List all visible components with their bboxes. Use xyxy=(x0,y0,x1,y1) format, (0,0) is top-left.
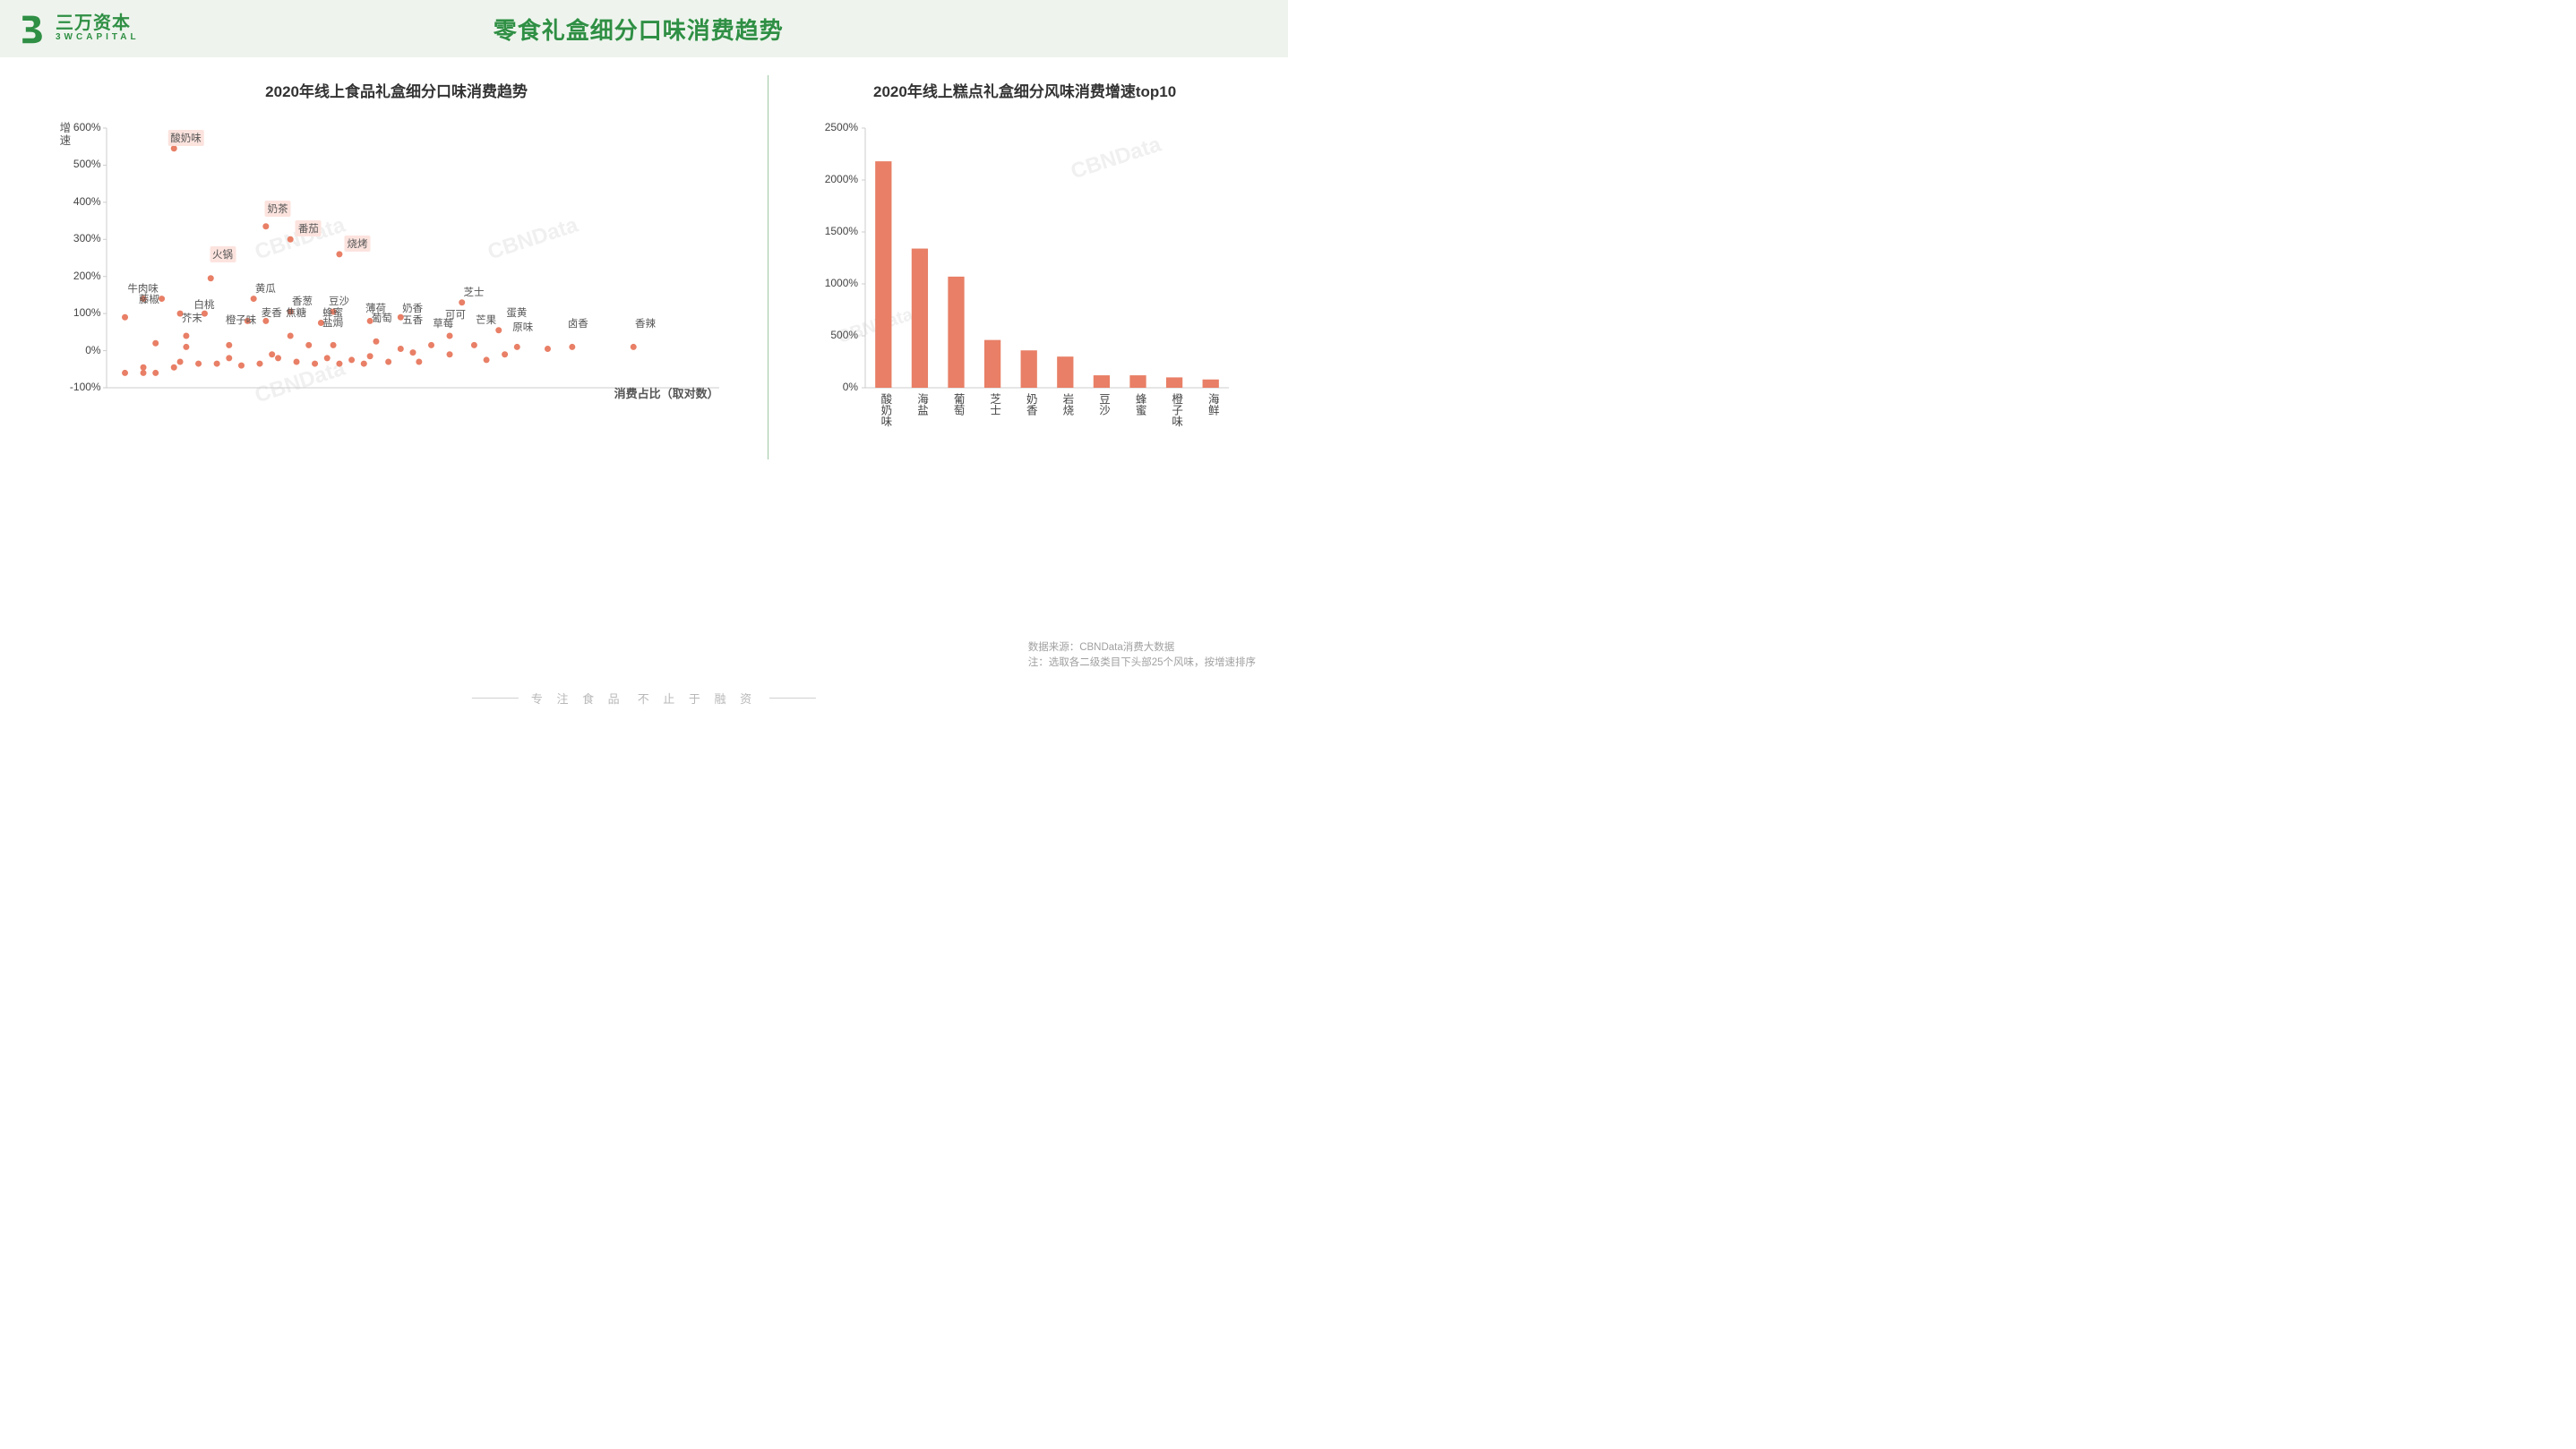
bar-ytick: 1500% xyxy=(813,225,858,237)
scatter-point-label: 盐焗 xyxy=(322,315,343,330)
scatter-point-label: 麦香 xyxy=(262,305,282,320)
scatter-point-label: 火锅 xyxy=(210,246,236,262)
scatter-ytick: 200% xyxy=(60,270,101,282)
bar-category-label: 海鲜 xyxy=(1205,393,1222,416)
scatter-point-label: 葡萄 xyxy=(372,311,392,325)
bar-ytick: 1000% xyxy=(813,277,858,289)
scatter-point-label: 蛋黄 xyxy=(506,305,527,320)
bar-category-label: 海盐 xyxy=(914,393,931,416)
scatter-x-axis-label: 消费占比（取对数） xyxy=(614,384,719,401)
bar-category-label: 豆沙 xyxy=(1095,393,1112,416)
scatter-ytick: 600% xyxy=(60,121,101,133)
scatter-ytick: 500% xyxy=(60,158,101,170)
bar-category-label: 芝士 xyxy=(986,393,1003,416)
scatter-point-label: 原味 xyxy=(512,320,533,334)
page-title: 零食礼盒细分口味消费趋势 xyxy=(140,13,1138,46)
scatter-point-label: 香辣 xyxy=(635,316,656,330)
scatter-point-label: 芒果 xyxy=(476,313,496,327)
scatter-point-label: 橙子味 xyxy=(226,313,257,327)
content: 2020年线上食品礼盒细分口味消费趋势 CBNData CBNData CBND… xyxy=(0,57,1288,459)
scatter-title: 2020年线上食品礼盒细分口味消费趋势 xyxy=(25,79,768,101)
scatter-point-label: 番茄 xyxy=(296,220,322,236)
bar-category-label: 葡萄 xyxy=(950,393,967,416)
scatter-point-label: 芝士 xyxy=(463,285,484,299)
scatter-ytick: 100% xyxy=(60,306,101,319)
bar-category-label: 奶香 xyxy=(1023,393,1040,416)
scatter-point-label: 焦糖 xyxy=(286,305,306,320)
footer-tagline: 专 注 食 品不 止 于 融 资 xyxy=(472,690,816,707)
bar-category-label: 橙子味 xyxy=(1168,393,1185,427)
logo-mark-icon xyxy=(16,13,48,45)
scatter-point-label: 白桃 xyxy=(194,297,215,312)
scatter-point-label: 烧烤 xyxy=(345,236,371,252)
scatter-point-label: 五香 xyxy=(402,313,423,327)
scatter-point-label: 酸奶味 xyxy=(167,130,204,146)
bar-category-label: 酸奶味 xyxy=(877,393,894,427)
bar-ytick: 2000% xyxy=(813,173,858,185)
bar-category-label: 岩烧 xyxy=(1059,393,1076,416)
bar-ytick: 2500% xyxy=(813,121,858,133)
scatter-point-label: 藤椒 xyxy=(139,292,159,306)
bar-ytick: 500% xyxy=(813,329,858,341)
scatter-chart: CBNData CBNData CBNData 增 速 消费占比（取对数） 牛肉… xyxy=(56,119,737,442)
bar-panel: 2020年线上糕点礼盒细分风味消费增速top10 CBNData CBNData… xyxy=(768,75,1263,459)
brand-logo: 三万资本 3WCAPITAL xyxy=(16,13,140,45)
scatter-point-label: 豆沙 xyxy=(329,294,349,308)
source-line1: 数据来源：CBNData消费大数据 xyxy=(1028,640,1256,656)
bar-title: 2020年线上糕点礼盒细分风味消费增速top10 xyxy=(786,79,1263,101)
source-line2: 注：选取各二级类目下头部25个风味，按增速排序 xyxy=(1028,656,1256,671)
header: 三万资本 3WCAPITAL 零食礼盒细分口味消费趋势 xyxy=(0,0,1288,57)
brand-name-cn: 三万资本 xyxy=(56,14,140,33)
scatter-ytick: 300% xyxy=(60,232,101,244)
scatter-ytick: 0% xyxy=(60,344,101,356)
brand-name-en: 3WCAPITAL xyxy=(56,33,140,43)
bar-category-label: 蜂蜜 xyxy=(1132,393,1149,416)
scatter-panel: 2020年线上食品礼盒细分口味消费趋势 CBNData CBNData CBND… xyxy=(25,75,768,459)
bar-ytick: 0% xyxy=(813,381,858,393)
scatter-ytick: -100% xyxy=(60,381,101,393)
scatter-ytick: 400% xyxy=(60,195,101,208)
scatter-point-label: 可可 xyxy=(445,307,466,322)
bar-chart: CBNData CBNData 0%500%1000%1500%2000%250… xyxy=(810,119,1240,459)
scatter-point-label: 黄瓜 xyxy=(255,281,276,296)
scatter-point-label: 卤香 xyxy=(568,316,588,330)
scatter-point-label: 奶茶 xyxy=(265,201,291,217)
scatter-point-label: 芥末 xyxy=(182,311,202,325)
source-note: 数据来源：CBNData消费大数据 注：选取各二级类目下头部25个风味，按增速排… xyxy=(1028,640,1256,672)
